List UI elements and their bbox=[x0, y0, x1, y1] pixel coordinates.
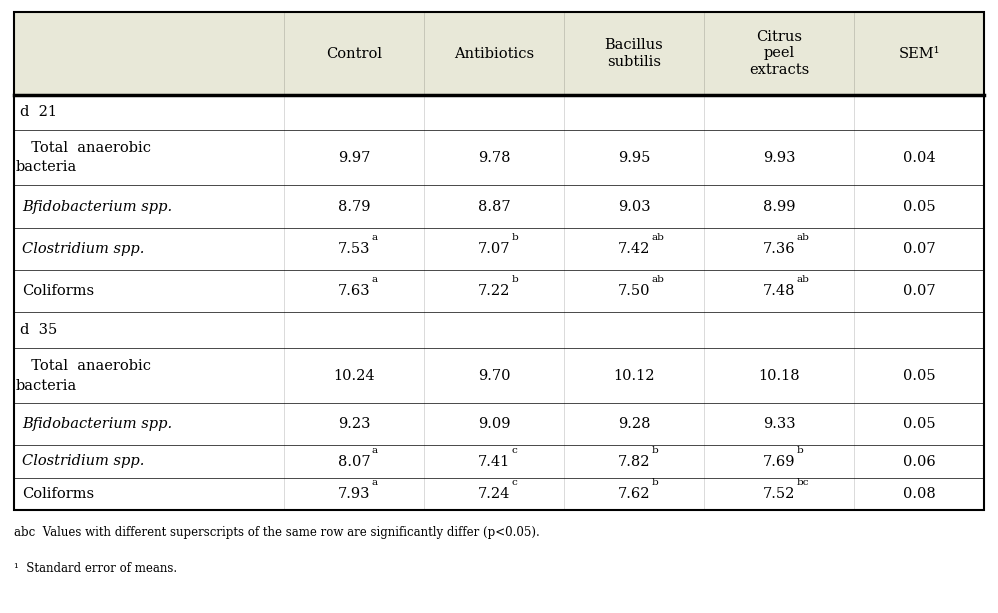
Text: bacteria: bacteria bbox=[16, 378, 77, 392]
Text: 7.62: 7.62 bbox=[618, 487, 651, 501]
Text: Total  anaerobic: Total anaerobic bbox=[22, 140, 151, 154]
Text: 0.07: 0.07 bbox=[902, 242, 935, 256]
Text: 8.07: 8.07 bbox=[337, 454, 370, 468]
Text: 9.23: 9.23 bbox=[337, 417, 370, 431]
Text: b: b bbox=[652, 446, 659, 455]
Text: ab: ab bbox=[797, 234, 809, 243]
Text: Clostridium spp.: Clostridium spp. bbox=[22, 242, 145, 256]
Text: 0.06: 0.06 bbox=[902, 454, 935, 468]
Text: 10.24: 10.24 bbox=[333, 368, 375, 383]
Text: Clostridium spp.: Clostridium spp. bbox=[22, 454, 145, 468]
Text: b: b bbox=[797, 446, 803, 455]
Text: 7.52: 7.52 bbox=[762, 487, 795, 501]
Text: 0.04: 0.04 bbox=[902, 151, 935, 164]
Text: b: b bbox=[652, 479, 659, 487]
Text: abc  Values with different superscripts of the same row are significantly differ: abc Values with different superscripts o… bbox=[14, 526, 540, 539]
Text: 7.82: 7.82 bbox=[618, 454, 651, 468]
Text: a: a bbox=[372, 234, 378, 243]
Text: 0.08: 0.08 bbox=[902, 487, 935, 501]
Text: 7.50: 7.50 bbox=[618, 284, 651, 298]
Text: bacteria: bacteria bbox=[16, 161, 77, 175]
Text: Bfidobacterium spp.: Bfidobacterium spp. bbox=[22, 417, 172, 431]
Bar bbox=[14, 12, 984, 95]
Text: 7.93: 7.93 bbox=[337, 487, 370, 501]
Text: c: c bbox=[512, 479, 518, 487]
Text: Antibiotics: Antibiotics bbox=[454, 47, 534, 61]
Text: Control: Control bbox=[326, 47, 382, 61]
Text: Bfidobacterium spp.: Bfidobacterium spp. bbox=[22, 199, 172, 213]
Text: b: b bbox=[512, 234, 519, 243]
Text: ¹  Standard error of means.: ¹ Standard error of means. bbox=[14, 562, 177, 575]
Text: 9.03: 9.03 bbox=[618, 199, 651, 213]
Text: Citrus
peel
extracts: Citrus peel extracts bbox=[748, 30, 809, 77]
Bar bbox=[14, 12, 984, 510]
Text: bc: bc bbox=[797, 479, 809, 487]
Text: 9.93: 9.93 bbox=[762, 151, 795, 164]
Text: 7.41: 7.41 bbox=[478, 454, 510, 468]
Text: a: a bbox=[372, 446, 378, 455]
Text: 7.24: 7.24 bbox=[478, 487, 510, 501]
Text: 7.07: 7.07 bbox=[478, 242, 510, 256]
Text: ab: ab bbox=[652, 275, 665, 284]
Text: ab: ab bbox=[652, 234, 665, 243]
Text: 8.99: 8.99 bbox=[762, 199, 795, 213]
Text: 0.07: 0.07 bbox=[902, 284, 935, 298]
Text: 8.79: 8.79 bbox=[337, 199, 370, 213]
Text: 7.48: 7.48 bbox=[762, 284, 795, 298]
Text: d  35: d 35 bbox=[20, 323, 57, 337]
Text: Total  anaerobic: Total anaerobic bbox=[22, 359, 151, 373]
Text: 9.78: 9.78 bbox=[478, 151, 510, 164]
Text: 9.95: 9.95 bbox=[618, 151, 650, 164]
Text: Bacillus
subtilis: Bacillus subtilis bbox=[605, 39, 664, 69]
Text: 7.69: 7.69 bbox=[762, 454, 795, 468]
Text: 9.33: 9.33 bbox=[762, 417, 795, 431]
Text: 9.70: 9.70 bbox=[478, 368, 510, 383]
Text: 7.63: 7.63 bbox=[337, 284, 370, 298]
Text: Coliforms: Coliforms bbox=[22, 284, 94, 298]
Text: d  21: d 21 bbox=[20, 105, 57, 120]
Text: SEM¹: SEM¹ bbox=[898, 47, 940, 61]
Text: Coliforms: Coliforms bbox=[22, 487, 94, 501]
Text: 9.97: 9.97 bbox=[337, 151, 370, 164]
Text: a: a bbox=[372, 479, 378, 487]
Text: 0.05: 0.05 bbox=[902, 417, 935, 431]
Text: 8.87: 8.87 bbox=[478, 199, 510, 213]
Text: 0.05: 0.05 bbox=[902, 199, 935, 213]
Text: 9.28: 9.28 bbox=[618, 417, 651, 431]
Text: 10.12: 10.12 bbox=[613, 368, 655, 383]
Text: 7.42: 7.42 bbox=[618, 242, 650, 256]
Text: ab: ab bbox=[797, 275, 809, 284]
Text: 7.53: 7.53 bbox=[337, 242, 370, 256]
Text: a: a bbox=[372, 275, 378, 284]
Text: 7.22: 7.22 bbox=[478, 284, 510, 298]
Text: b: b bbox=[512, 275, 519, 284]
Text: 9.09: 9.09 bbox=[478, 417, 510, 431]
Text: 7.36: 7.36 bbox=[762, 242, 795, 256]
Text: c: c bbox=[512, 446, 518, 455]
Text: 0.05: 0.05 bbox=[902, 368, 935, 383]
Text: 10.18: 10.18 bbox=[758, 368, 799, 383]
